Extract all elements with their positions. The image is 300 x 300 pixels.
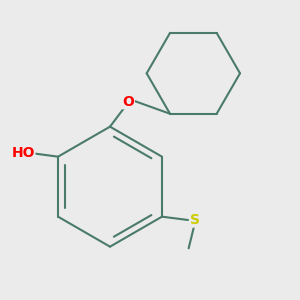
Text: O: O [122,95,134,109]
Text: HO: HO [11,146,35,160]
Text: S: S [190,213,200,227]
